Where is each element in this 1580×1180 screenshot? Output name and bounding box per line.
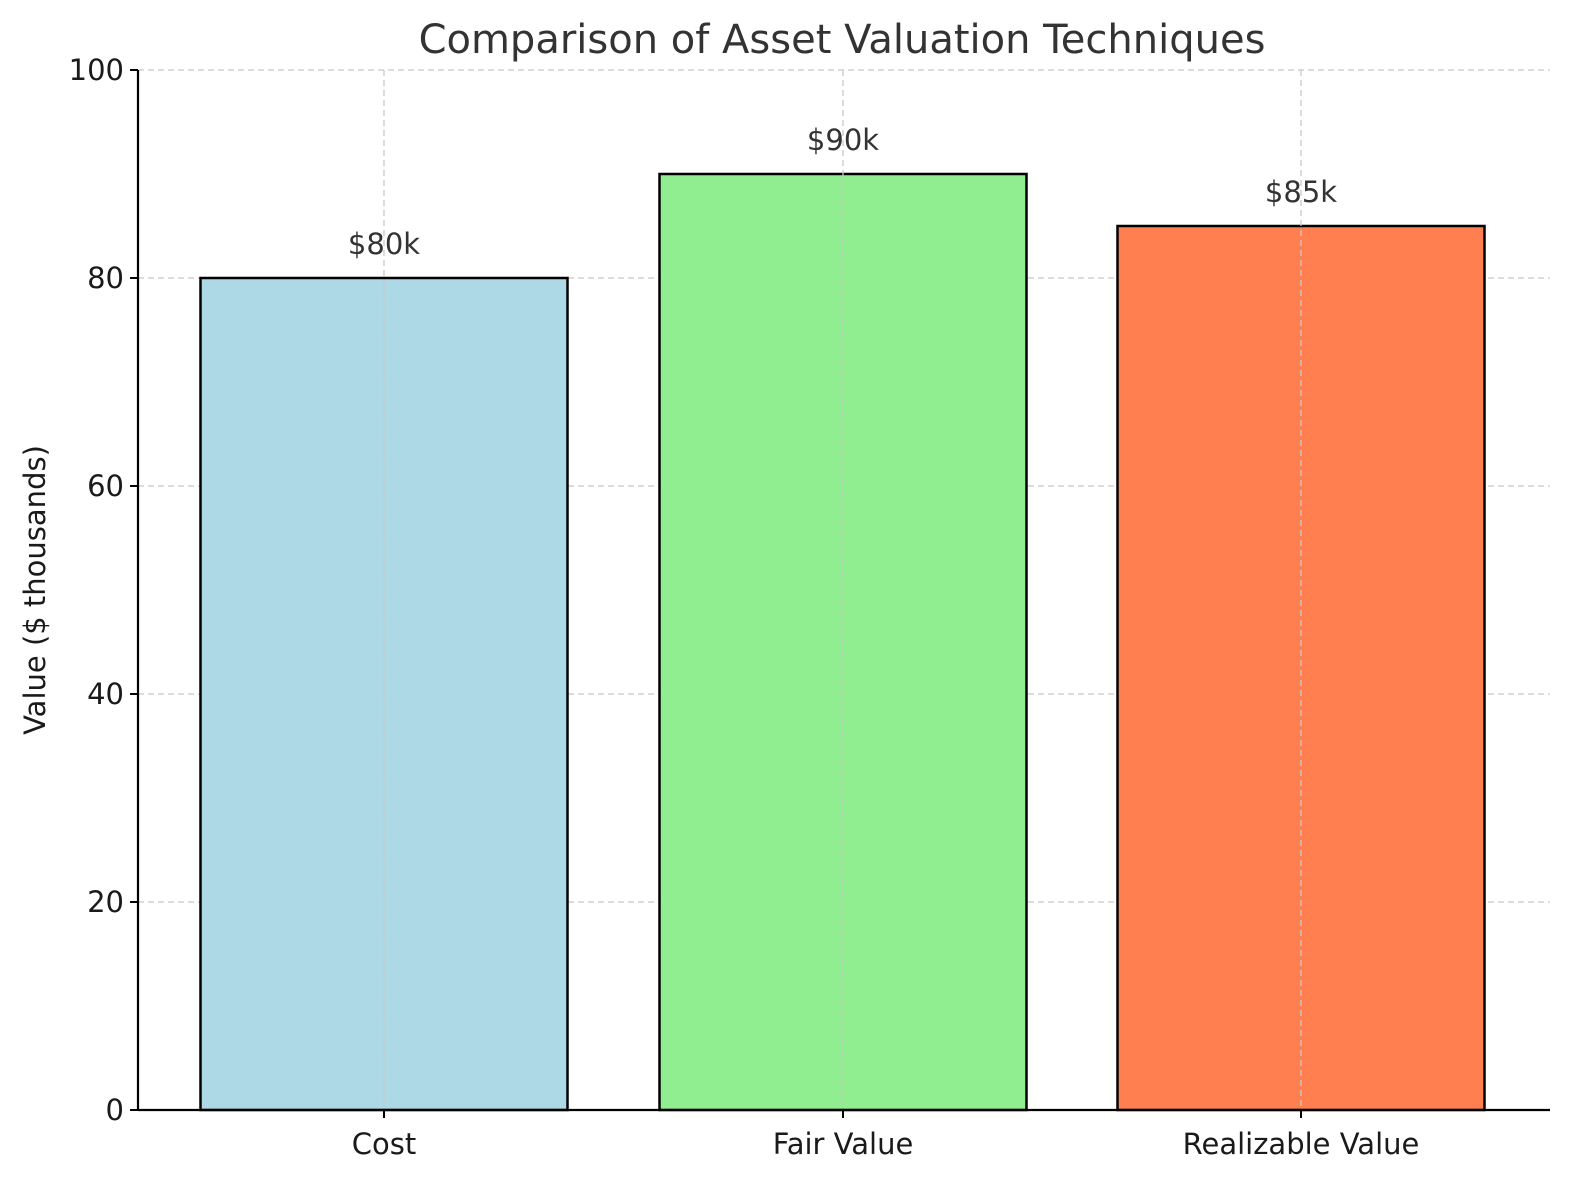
- bars-layer: $80k$90k$85k: [199, 70, 1486, 1112]
- y-axis-label: Value ($ thousands): [18, 445, 52, 735]
- y-tick-label: 100: [69, 53, 124, 87]
- x-tick-label: Cost: [352, 1127, 416, 1161]
- chart-title: Comparison of Asset Valuation Techniques: [419, 17, 1266, 63]
- axes-layer: 0 20 40 60 80 100 Cost Fair Value Realizable Val…: [69, 53, 1550, 1161]
- y-tick-label: 20: [87, 885, 124, 919]
- y-tick-label: 60: [87, 469, 124, 503]
- x-tick-label: Fair Value: [773, 1127, 914, 1161]
- y-tick-label: 80: [87, 261, 124, 295]
- x-tick-label: Realizable Value: [1183, 1127, 1420, 1161]
- y-tick-label: 0: [106, 1093, 124, 1127]
- y-tick-label: 40: [87, 677, 124, 711]
- bar-realizable-value: [1116, 224, 1486, 1112]
